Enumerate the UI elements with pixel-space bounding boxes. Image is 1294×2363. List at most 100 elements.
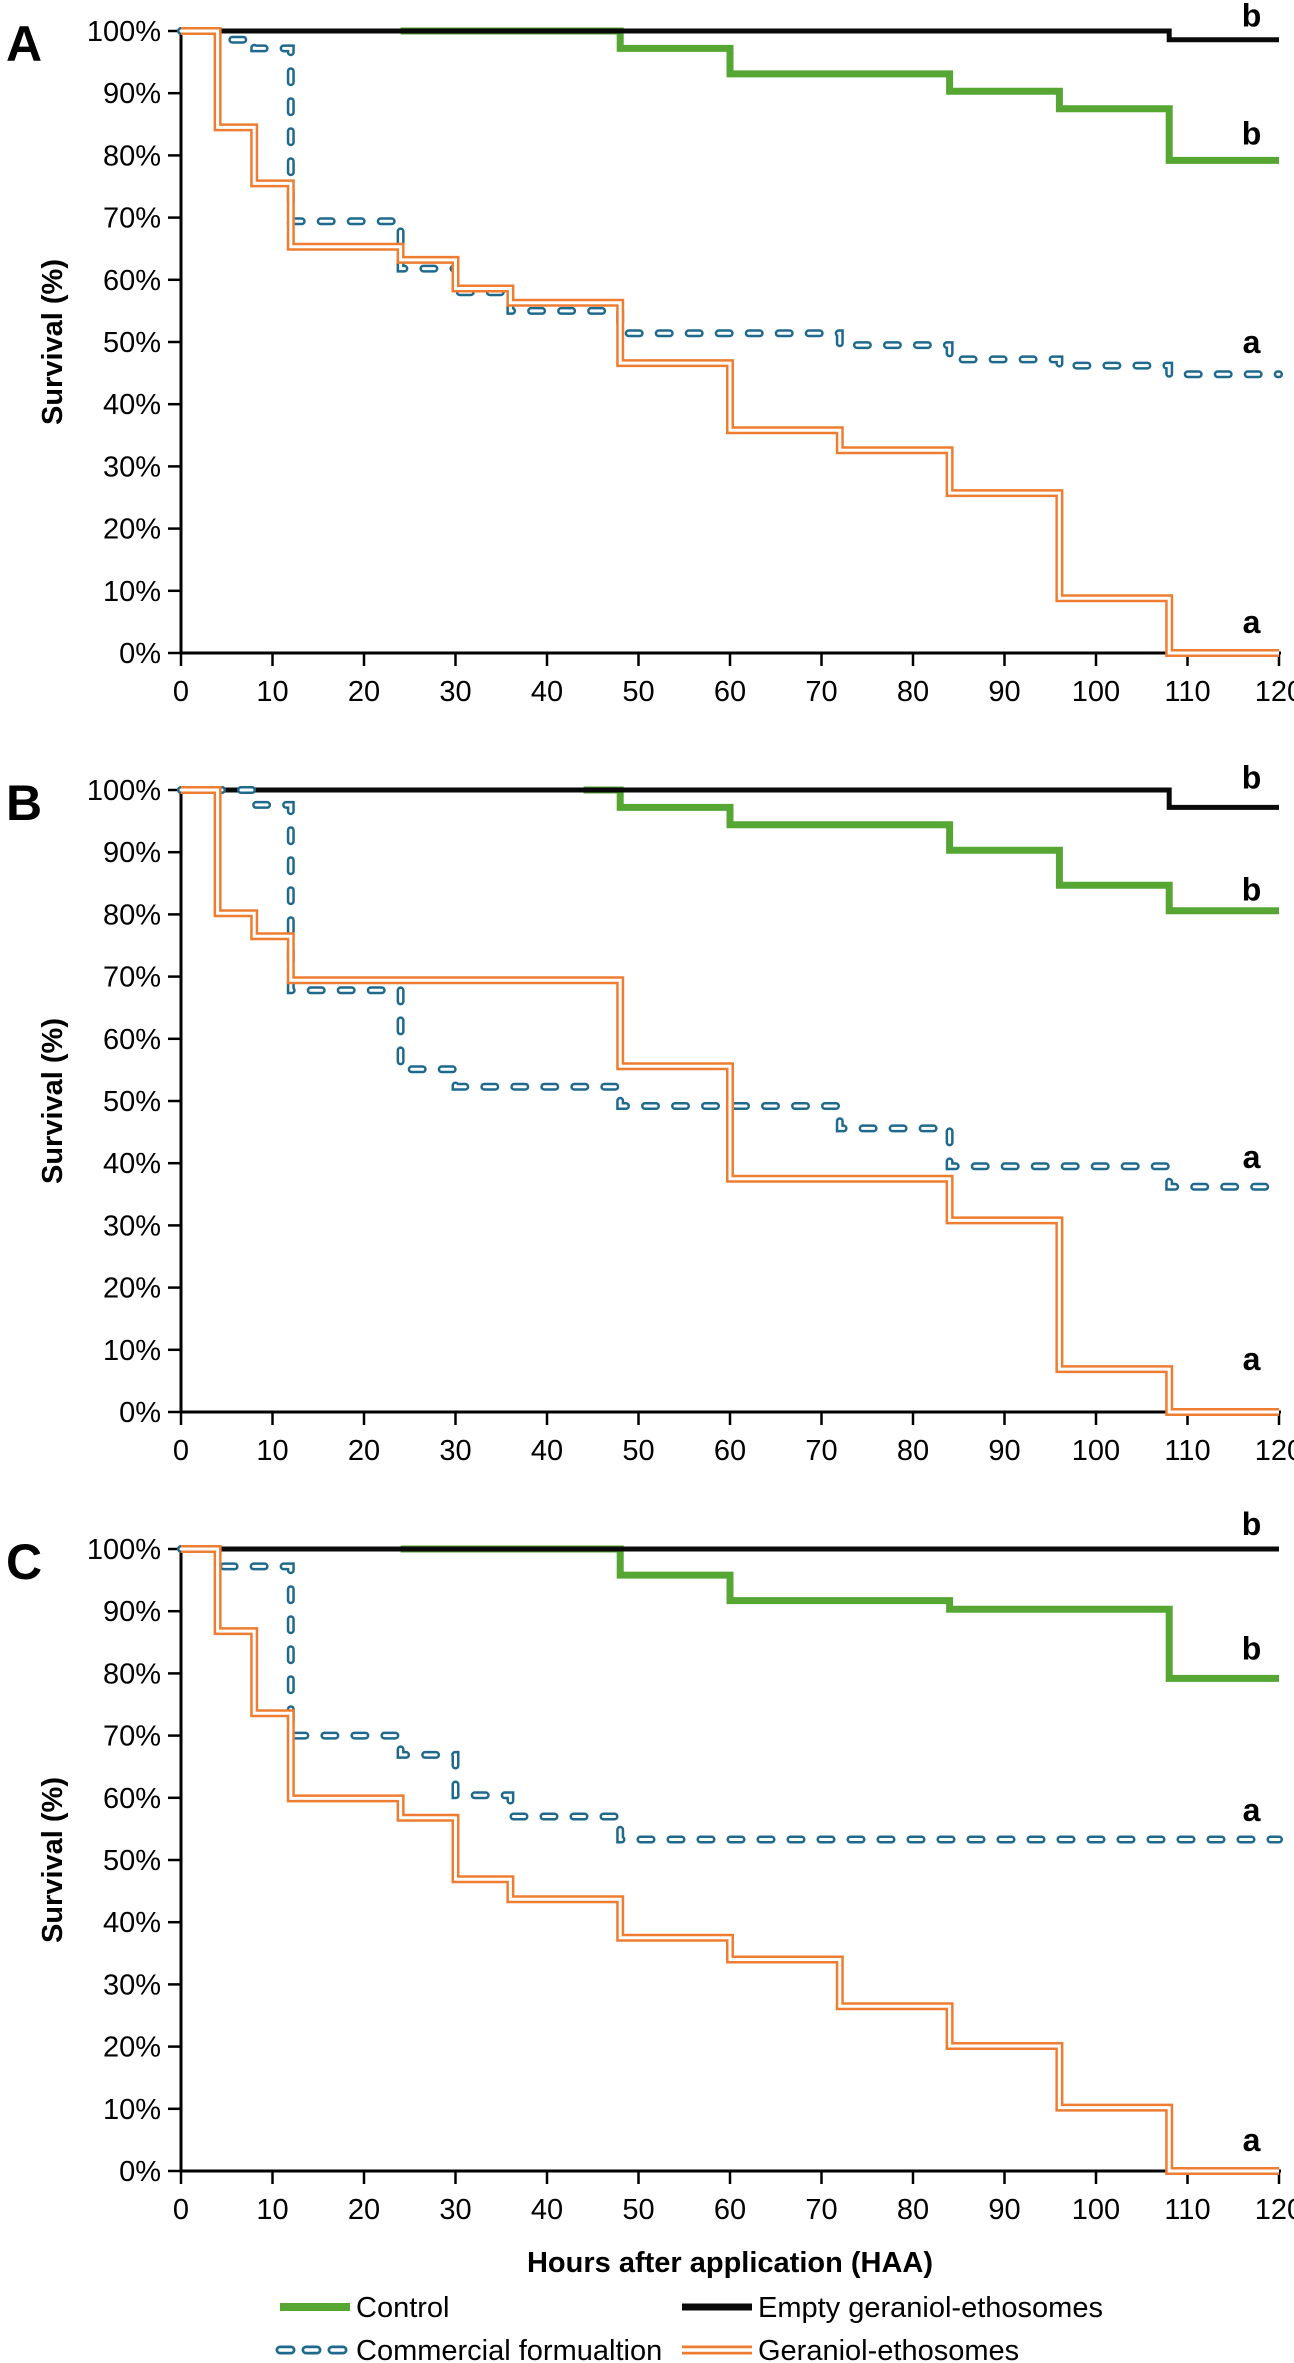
- x-tick-label: 120: [1255, 676, 1294, 708]
- sig-label-B-2: a: [1243, 1139, 1261, 1175]
- sig-label-A-1: b: [1242, 116, 1262, 152]
- series-geraniol-line-C: [181, 1545, 1279, 2175]
- y-tick-label: 90%: [103, 837, 161, 869]
- x-tick-label: 40: [531, 676, 563, 708]
- series-geraniol-line-core-C: [181, 1547, 1279, 2173]
- x-tick-label: 20: [348, 2194, 380, 2226]
- sig-label-C-0: b: [1242, 1506, 1262, 1542]
- x-tick-label: 100: [1072, 676, 1120, 708]
- y-tick-label: 50%: [103, 1845, 161, 1877]
- x-tick-label: 30: [439, 1435, 471, 1467]
- x-tick-label: 30: [439, 676, 471, 708]
- x-tick-label: 20: [348, 676, 380, 708]
- x-tick-label: 90: [988, 1435, 1020, 1467]
- y-tick-label: 20%: [103, 2032, 161, 2064]
- x-tick-label: 50: [622, 2194, 654, 2226]
- y-tick-label: 20%: [103, 1273, 161, 1305]
- y-tick-label: 80%: [103, 140, 161, 172]
- y-tick-label: 30%: [103, 1969, 161, 2001]
- series-control-line-B: [583, 786, 1279, 915]
- x-tick-label: 40: [531, 1435, 563, 1467]
- x-tick-label: 90: [988, 676, 1020, 708]
- sig-label-A-0: b: [1242, 0, 1262, 33]
- y-tick-label: 70%: [103, 962, 161, 994]
- y-tick-label: 0%: [119, 638, 161, 670]
- x-tick-label: 50: [622, 676, 654, 708]
- sig-label-B-0: b: [1242, 760, 1262, 796]
- y-tick-label: 10%: [103, 1335, 161, 1367]
- y-tick-label: 100%: [87, 1534, 161, 1566]
- y-tick-label: 30%: [103, 1210, 161, 1242]
- y-tick-label: 40%: [103, 1907, 161, 1939]
- y-tick-label: 100%: [87, 775, 161, 807]
- series-empty-line-A: [181, 28, 1279, 43]
- x-tick-label: 0: [173, 2194, 189, 2226]
- x-tick-label: 60: [714, 1435, 746, 1467]
- y-tick-label: 90%: [103, 1596, 161, 1628]
- sig-label-C-1: b: [1242, 1631, 1262, 1667]
- y-tick-label: 70%: [103, 1721, 161, 1753]
- x-tick-label: 50: [622, 1435, 654, 1467]
- series-control-line-C: [400, 1545, 1279, 1682]
- y-tick-label: 60%: [103, 265, 161, 297]
- x-tick-label: 0: [173, 676, 189, 708]
- panel-C: C 0% 10% 20% 30% 40% 50% 60% 70% 80% 90% 100% Surviv…: [6, 1506, 1294, 2279]
- series-control-line-A: [400, 27, 1279, 164]
- sig-label-A-2: a: [1243, 324, 1261, 360]
- x-tick-label: 120: [1255, 1435, 1294, 1467]
- y-tick-label: 50%: [103, 1086, 161, 1118]
- legend-item-empty: Empty geraniol-ethosomes: [682, 2292, 1103, 2324]
- legend-item-geraniol: Geraniol-ethosomes: [682, 2335, 1019, 2363]
- x-tick-label: 10: [256, 1435, 288, 1467]
- legend-item-commercial: Commercial formualtion: [275, 2335, 662, 2363]
- y-tick-label: 0%: [119, 1397, 161, 1429]
- x-tick-label: 10: [256, 2194, 288, 2226]
- y-tick-label: 60%: [103, 1783, 161, 1815]
- legend: Control Empty geraniol-ethosomes Commercia…: [275, 2292, 1103, 2363]
- legend-label-empty: Empty geraniol-ethosomes: [758, 2292, 1103, 2324]
- y-tick-label: 60%: [103, 1024, 161, 1056]
- panel-A: A 0% 10% 20% 30% 40% 50% 60% 70% 80% 90% 100% Surviv…: [6, 0, 1294, 708]
- panel-B: B 0% 10% 20% 30% 40% 50% 60% 70% 80% 90% 100% Surviv…: [6, 760, 1294, 1467]
- sig-label-B-1: b: [1242, 872, 1262, 908]
- x-tick-label: 70: [805, 676, 837, 708]
- x-axis-title: Hours after application (HAA): [527, 2247, 933, 2279]
- legend-label-commercial: Commercial formualtion: [356, 2335, 662, 2363]
- y-tick-label: 100%: [87, 16, 161, 48]
- y-tick-label: 10%: [103, 576, 161, 608]
- legend-item-control: Control: [280, 2292, 450, 2324]
- legend-label-geraniol: Geraniol-ethosomes: [758, 2335, 1019, 2363]
- y-axis-title: Survival (%): [37, 1777, 69, 1943]
- y-axis-title: Survival (%): [37, 259, 69, 425]
- x-tick-label: 80: [897, 2194, 929, 2226]
- series-commercial-line-A: [177, 27, 1283, 379]
- x-tick-label: 70: [805, 1435, 837, 1467]
- x-tick-label: 100: [1072, 2194, 1120, 2226]
- series-geraniol-line-core-B: [181, 788, 1279, 1414]
- series-commercial-line-core-B: [179, 788, 1281, 1189]
- y-tick-label: 50%: [103, 327, 161, 359]
- panel-letter-A: A: [6, 16, 42, 72]
- y-tick-label: 40%: [103, 389, 161, 421]
- x-tick-label: 80: [897, 676, 929, 708]
- series-geraniol-line-core-A: [181, 29, 1279, 655]
- x-tick-label: 110: [1164, 1435, 1210, 1467]
- sig-label-C-3: a: [1243, 2122, 1261, 2158]
- y-tick-label: 90%: [103, 78, 161, 110]
- sig-label-A-3: a: [1243, 604, 1261, 640]
- x-tick-label: 110: [1164, 676, 1210, 708]
- y-tick-label: 40%: [103, 1148, 161, 1180]
- y-tick-label: 30%: [103, 451, 161, 483]
- sig-label-C-2: a: [1243, 1792, 1261, 1828]
- x-tick-label: 60: [714, 2194, 746, 2226]
- series-commercial-line-core-C: [179, 1547, 1281, 1841]
- x-tick-label: 40: [531, 2194, 563, 2226]
- panel-letter-B: B: [6, 775, 42, 831]
- series-empty-line-B: [181, 787, 1279, 810]
- y-tick-label: 0%: [119, 2156, 161, 2188]
- x-tick-label: 80: [897, 1435, 929, 1467]
- x-tick-label: 90: [988, 2194, 1020, 2226]
- legend-label-control: Control: [356, 2292, 450, 2324]
